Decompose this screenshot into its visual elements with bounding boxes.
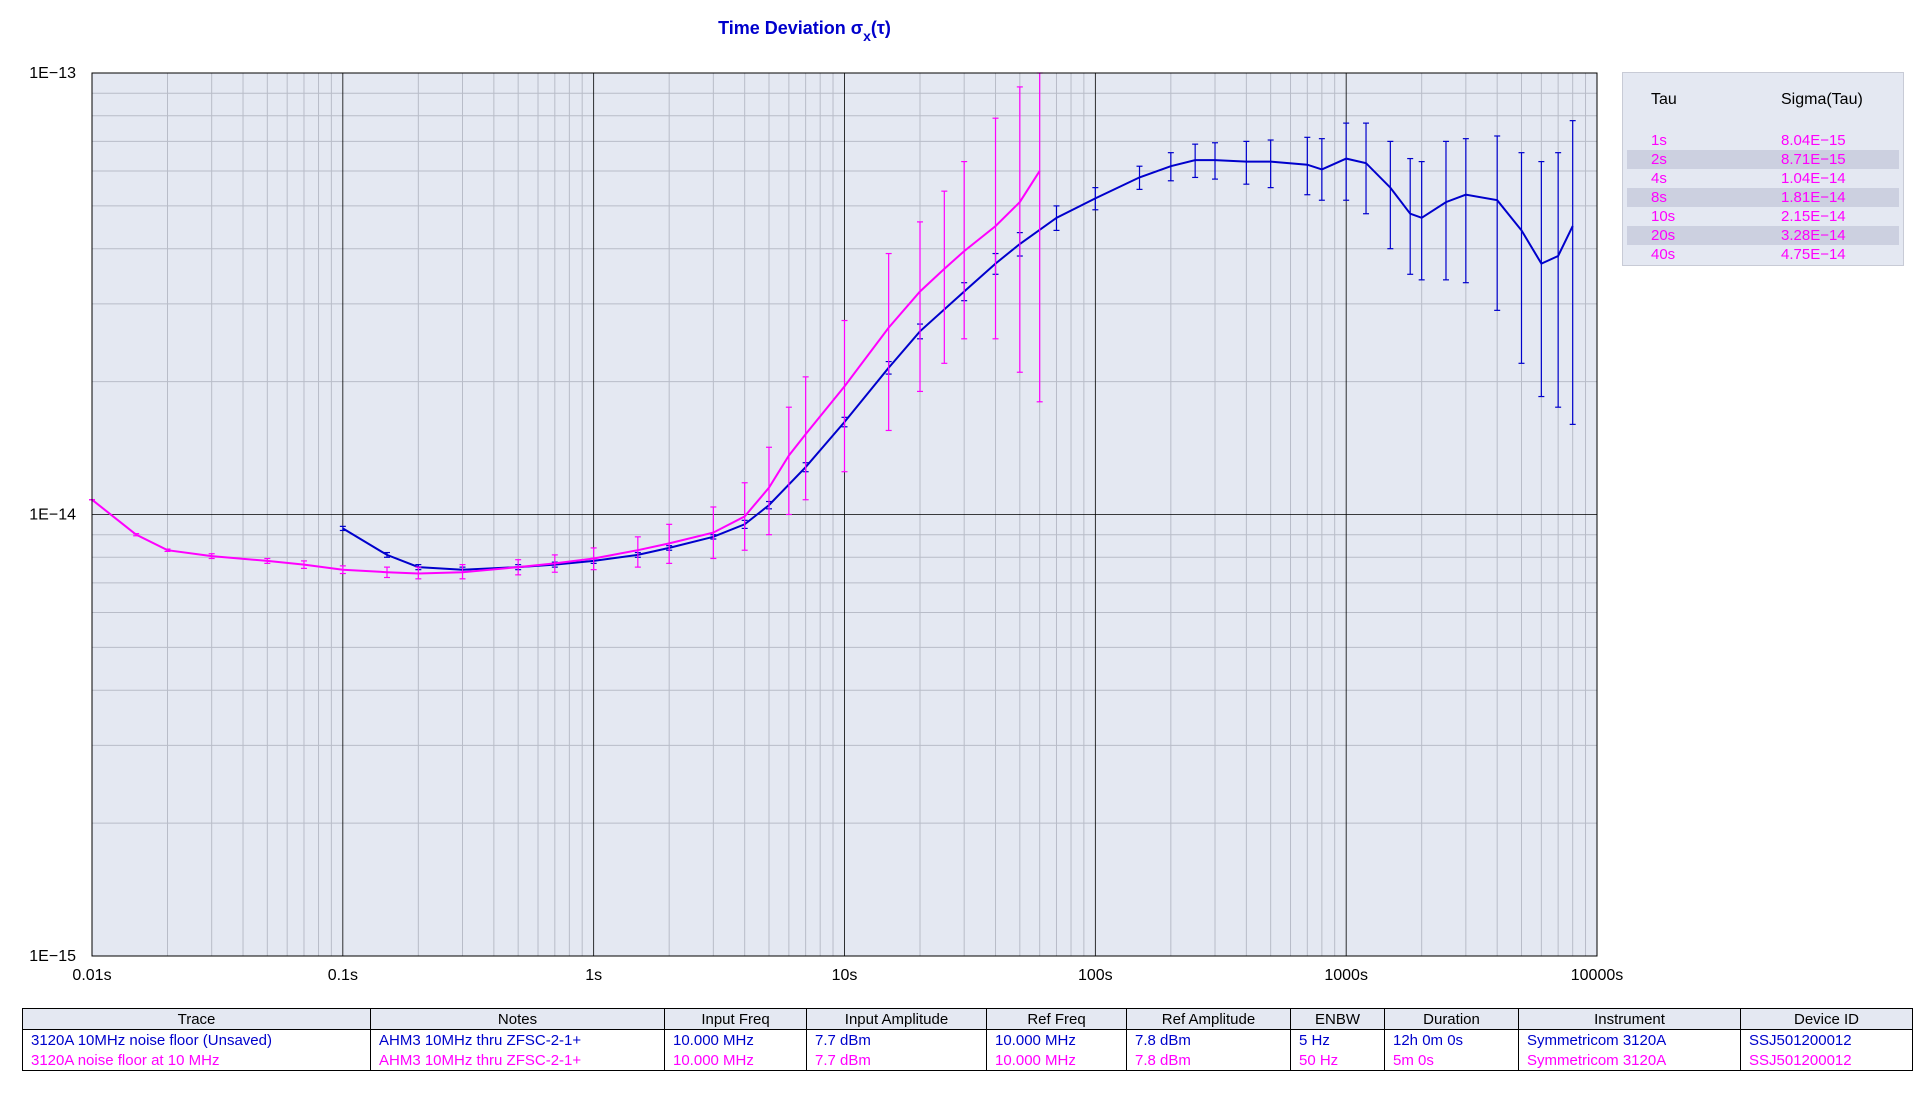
chart-title: Time Deviation σx(τ) bbox=[718, 18, 891, 44]
table-cell: Symmetricom 3120A bbox=[1518, 1050, 1741, 1071]
legend-tau-value: 2s bbox=[1651, 151, 1667, 168]
table-cell: 7.7 dBm bbox=[806, 1050, 987, 1071]
grid bbox=[91, 72, 1598, 957]
table-cell: 10.000 MHz bbox=[664, 1050, 807, 1071]
legend-tau-value: 8s bbox=[1651, 189, 1667, 206]
trace-info-table: Trace Notes Input Freq Input Amplitude Ref F… bbox=[22, 1008, 1913, 1071]
table-cell: 10.000 MHz bbox=[986, 1050, 1127, 1071]
chart-title-main: Time Deviation σ bbox=[718, 18, 863, 38]
legend-header-tau: Tau bbox=[1651, 91, 1677, 108]
table-cell: Symmetricom 3120A bbox=[1518, 1029, 1741, 1050]
table-cell: 10.000 MHz bbox=[986, 1029, 1127, 1050]
table-cell: AHM3 10MHz thru ZFSC-2-1+ bbox=[370, 1050, 665, 1071]
legend-row: 8s 1.81E−14 bbox=[1627, 188, 1899, 207]
tau-sigma-legend: Tau Sigma(Tau) 1s 8.04E−15 2s 8.71E−15 4s 1.0… bbox=[1622, 72, 1904, 266]
table-cell: 7.8 dBm bbox=[1126, 1029, 1291, 1050]
info-table-header-cell: Ref Amplitude bbox=[1126, 1008, 1291, 1030]
table-cell: 10.000 MHz bbox=[664, 1029, 807, 1050]
legend-tau-value: 1s bbox=[1651, 132, 1667, 149]
legend-sigma-value: 1.04E−14 bbox=[1781, 170, 1846, 187]
table-cell: 12h 0m 0s bbox=[1384, 1029, 1519, 1050]
info-table-header-cell: Ref Freq bbox=[986, 1008, 1127, 1030]
table-cell: 3120A noise floor at 10 MHz bbox=[22, 1050, 371, 1071]
info-table-body: 3120A 10MHz noise floor (Unsaved) AHM3 10… bbox=[22, 1029, 1913, 1071]
legend-sigma-value: 2.15E−14 bbox=[1781, 208, 1846, 225]
series-layer bbox=[89, 72, 1576, 580]
plot-frame bbox=[91, 72, 1598, 957]
y-tick-label: 1E−13 bbox=[29, 65, 76, 82]
legend-sigma-value: 4.75E−14 bbox=[1781, 246, 1846, 263]
table-cell: 3120A 10MHz noise floor (Unsaved) bbox=[22, 1029, 371, 1050]
legend-sigma-value: 3.28E−14 bbox=[1781, 227, 1846, 244]
table-cell: SSJ501200012 bbox=[1740, 1050, 1913, 1071]
legend-row: 1s 8.04E−15 bbox=[1627, 131, 1899, 150]
series-1 bbox=[89, 72, 1043, 580]
chart-title-tail: (τ) bbox=[871, 18, 891, 38]
x-tick-label: 10000s bbox=[1571, 967, 1624, 984]
info-table-header-cell: Instrument bbox=[1518, 1008, 1741, 1030]
legend-header-sigma: Sigma(Tau) bbox=[1781, 91, 1863, 108]
info-table-header-cell: Input Amplitude bbox=[806, 1008, 987, 1030]
legend-sigma-value: 8.04E−15 bbox=[1781, 132, 1846, 149]
series-line bbox=[342, 157, 1574, 571]
chart: 0.01s 0.1s 1s 10s 100s 1000s 10000s 1E−13 1E−14 1… bbox=[29, 18, 1623, 984]
chart-title-subscript: x bbox=[863, 28, 871, 44]
x-tick-label: 10s bbox=[832, 967, 858, 984]
info-table-header-cell: Duration bbox=[1384, 1008, 1519, 1030]
legend-tau-value: 20s bbox=[1651, 227, 1676, 244]
info-table-header-cell: Notes bbox=[370, 1008, 665, 1030]
table-cell: 50 Hz bbox=[1290, 1050, 1385, 1071]
series-line bbox=[91, 170, 1041, 575]
info-table-header-cell: Input Freq bbox=[664, 1008, 807, 1030]
y-tick-label: 1E−14 bbox=[29, 507, 76, 524]
table-cell: 7.7 dBm bbox=[806, 1029, 987, 1050]
legend-row: 10s 2.15E−14 bbox=[1627, 207, 1899, 226]
tick-labels: 0.01s 0.1s 1s 10s 100s 1000s 10000s 1E−13 1E−14 1… bbox=[29, 65, 1623, 984]
table-cell: 5m 0s bbox=[1384, 1050, 1519, 1071]
info-table-header-cell: Device ID bbox=[1740, 1008, 1913, 1030]
info-table-header-cell: ENBW bbox=[1290, 1008, 1385, 1030]
table-row: 3120A 10MHz noise floor (Unsaved) AHM3 10… bbox=[22, 1029, 1913, 1050]
info-table-header-cell: Trace bbox=[22, 1008, 371, 1030]
table-cell: 5 Hz bbox=[1290, 1029, 1385, 1050]
y-tick-label: 1E−15 bbox=[29, 948, 76, 965]
legend-row: 40s 4.75E−14 bbox=[1627, 245, 1899, 264]
table-cell: AHM3 10MHz thru ZFSC-2-1+ bbox=[370, 1029, 665, 1050]
x-tick-label: 0.1s bbox=[328, 967, 358, 984]
legend-tau-value: 10s bbox=[1651, 208, 1676, 225]
x-tick-label: 1000s bbox=[1324, 967, 1368, 984]
legend-tau-value: 4s bbox=[1651, 170, 1667, 187]
x-tick-label: 100s bbox=[1078, 967, 1113, 984]
table-row: 3120A noise floor at 10 MHz AHM3 10MHz th… bbox=[22, 1050, 1913, 1071]
info-table-header: Trace Notes Input Freq Input Amplitude Ref F… bbox=[22, 1008, 1913, 1030]
legend-sigma-value: 8.71E−15 bbox=[1781, 151, 1846, 168]
x-tick-label: 1s bbox=[585, 967, 602, 984]
legend-row: 2s 8.71E−15 bbox=[1627, 150, 1899, 169]
table-cell: SSJ501200012 bbox=[1740, 1029, 1913, 1050]
table-cell: 7.8 dBm bbox=[1126, 1050, 1291, 1071]
legend-sigma-value: 1.81E−14 bbox=[1781, 189, 1846, 206]
legend-row: 4s 1.04E−14 bbox=[1627, 169, 1899, 188]
legend-tau-value: 40s bbox=[1651, 246, 1676, 263]
x-tick-label: 0.01s bbox=[72, 967, 111, 984]
legend-row: 20s 3.28E−14 bbox=[1627, 226, 1899, 245]
